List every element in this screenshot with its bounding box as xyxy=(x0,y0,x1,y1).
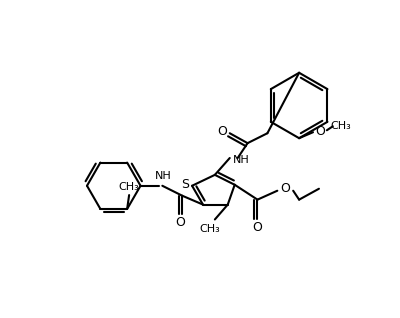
Text: NH: NH xyxy=(233,155,250,165)
Text: O: O xyxy=(217,125,227,138)
Text: CH₃: CH₃ xyxy=(119,182,140,192)
Text: O: O xyxy=(315,125,325,138)
Text: CH₃: CH₃ xyxy=(200,225,220,234)
Text: S: S xyxy=(181,178,189,191)
Text: O: O xyxy=(175,216,185,229)
Text: NH: NH xyxy=(155,171,172,181)
Text: O: O xyxy=(280,182,290,195)
Text: O: O xyxy=(252,221,262,234)
Text: CH₃: CH₃ xyxy=(330,121,351,131)
